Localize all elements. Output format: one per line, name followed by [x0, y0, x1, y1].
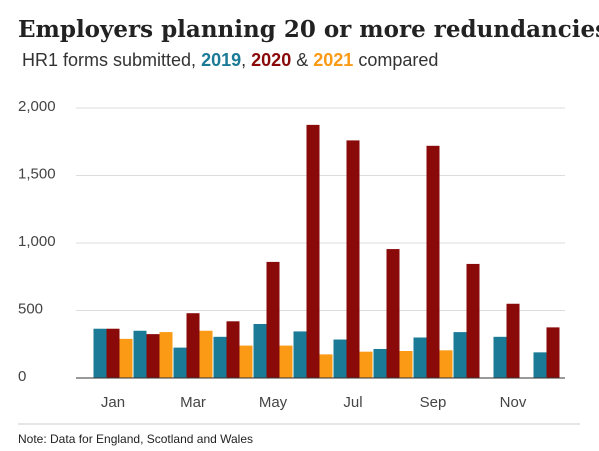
y-tick-label: 2,000: [18, 98, 56, 115]
bar: [266, 261, 280, 378]
bar: [359, 351, 373, 378]
bar: [439, 350, 453, 378]
bar: [506, 303, 520, 378]
legend-entry: 2021: [313, 50, 354, 70]
bar: [399, 351, 413, 378]
bar: [239, 345, 253, 378]
bar: [213, 336, 227, 378]
x-tick-label: May: [259, 394, 288, 411]
bar: [279, 345, 293, 378]
bar: [386, 249, 400, 378]
x-tick-label: Jan: [101, 394, 125, 411]
x-tick-label: Jul: [343, 394, 362, 411]
legend-entry: 2020: [251, 50, 292, 70]
bar: [173, 347, 187, 378]
bar: [533, 352, 547, 378]
bar: [466, 263, 480, 378]
subtitle-text: &: [296, 50, 309, 70]
y-tick-label: 1,000: [18, 233, 56, 250]
bar: [186, 313, 200, 378]
bar: [426, 145, 440, 378]
subtitle-text: ,: [241, 50, 247, 70]
bar: [199, 330, 213, 378]
note: Note: Data for England, Scotland and Wal…: [18, 432, 253, 446]
y-tick-label: 500: [18, 300, 43, 317]
x-tick-label: Sep: [420, 394, 447, 411]
bar: [453, 332, 467, 378]
legend-entry: 2019: [201, 50, 242, 70]
x-tick-label: Nov: [500, 394, 527, 411]
y-tick-label: 1,500: [18, 165, 56, 182]
bar: [333, 339, 347, 378]
bar: [413, 337, 427, 378]
bar: [493, 336, 507, 378]
bar: [253, 324, 267, 378]
y-tick-label: 0: [18, 368, 26, 385]
bar: [293, 331, 307, 378]
bar: [346, 140, 360, 378]
bar: [159, 332, 173, 378]
subtitle-text: HR1 forms submitted,: [22, 50, 197, 70]
bar: [306, 124, 320, 378]
bar: [119, 338, 133, 378]
bar: [319, 354, 333, 378]
bar: [133, 330, 147, 378]
bar: [146, 334, 160, 378]
chart-title: Employers planning 20 or more redundanci…: [18, 16, 599, 43]
bar: [546, 327, 560, 378]
subtitle-text: compared: [358, 50, 439, 70]
bar: [93, 328, 107, 378]
x-tick-label: Mar: [180, 394, 206, 411]
subtitle: HR1 forms submitted, 2019, 2020 & 2021 c…: [22, 50, 438, 71]
bar: [226, 321, 240, 378]
bar: [373, 348, 387, 378]
bar: [106, 328, 120, 378]
